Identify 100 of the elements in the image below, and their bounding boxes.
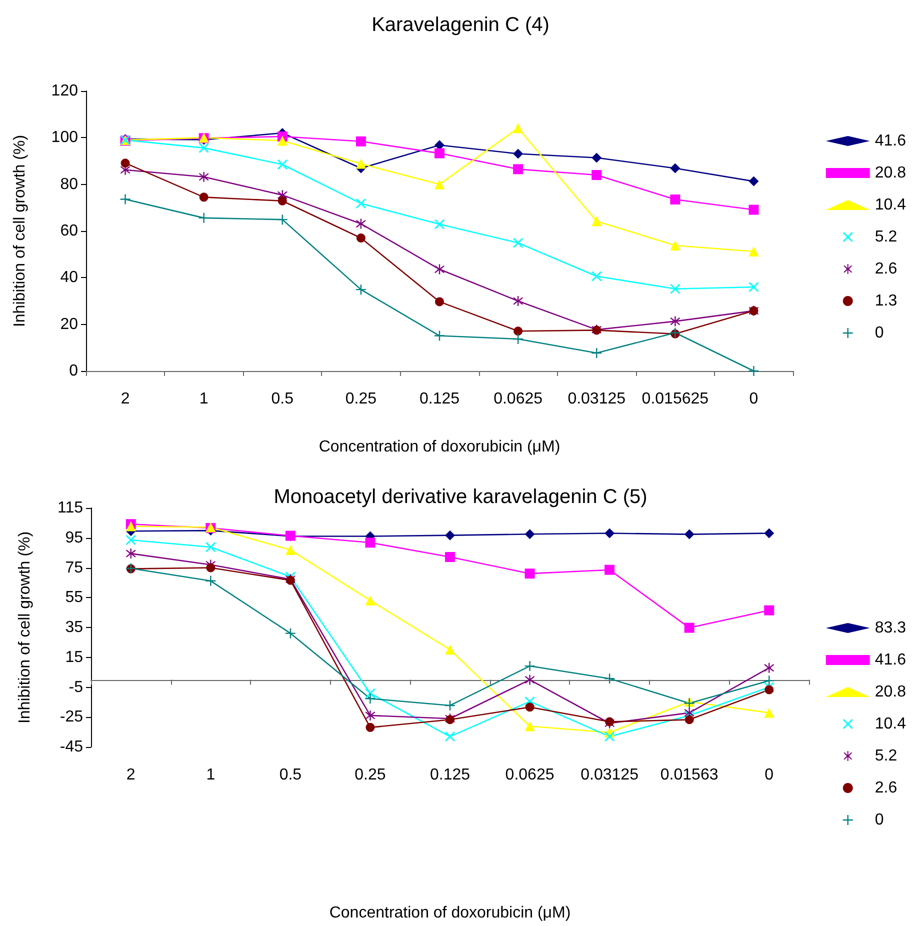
point <box>592 216 602 226</box>
point <box>764 528 774 538</box>
y-tick-label: 55 <box>65 589 84 606</box>
legend-label: 10.4 <box>874 196 906 214</box>
point <box>445 552 455 562</box>
legend-label: 2.6 <box>874 260 898 278</box>
point <box>120 194 130 204</box>
point <box>684 622 694 633</box>
y-tick-label: 100 <box>51 129 78 146</box>
x-tick-label: 0.0625 <box>505 766 554 784</box>
point <box>365 688 376 698</box>
point <box>434 219 444 230</box>
point <box>604 732 615 742</box>
y-tick-label: 60 <box>60 222 78 240</box>
point <box>365 538 376 548</box>
point <box>524 661 535 672</box>
point <box>445 732 455 742</box>
point <box>748 176 759 186</box>
point <box>764 605 774 616</box>
legend-label: 20.8 <box>874 164 906 182</box>
point <box>513 296 524 306</box>
point <box>445 644 455 655</box>
x-tick-label: 0 <box>749 390 758 408</box>
x-tick-label: 0.125 <box>430 766 470 784</box>
legend-label: 0 <box>874 324 884 342</box>
point <box>684 715 694 724</box>
y-tick-label: 0 <box>69 362 78 380</box>
y-tick-label: 120 <box>51 82 78 100</box>
y-tick-label: 20 <box>60 316 78 333</box>
point <box>748 246 759 257</box>
x-axis-title: Concentration of doxorubicin (μM) <box>318 438 560 456</box>
legend-label: 2.6 <box>874 780 898 796</box>
point <box>277 136 288 146</box>
x-tick-label: 2 <box>120 390 130 408</box>
point <box>764 685 774 694</box>
point <box>513 148 524 159</box>
point <box>604 564 615 575</box>
y-tick-label: 40 <box>60 269 78 286</box>
x-tick-label: 0.25 <box>354 766 386 784</box>
x-tick-label: 0.015625 <box>642 390 709 408</box>
y-tick-label: 15 <box>65 648 84 666</box>
point <box>356 198 366 208</box>
legend-label: 5.2 <box>874 748 898 764</box>
x-tick-label: 0.0625 <box>494 390 543 408</box>
x-tick-label: 0 <box>764 766 774 784</box>
point <box>434 179 444 190</box>
point <box>206 576 216 586</box>
y-axis-title: Inhibition of cell growth (%) <box>16 531 34 724</box>
point <box>198 172 209 182</box>
point <box>513 123 524 134</box>
point <box>285 628 296 638</box>
point <box>434 264 444 274</box>
chart-title: Karavelagenin C (4) <box>372 14 550 36</box>
legend-label: 1.3 <box>874 292 898 310</box>
legend-label: 20.8 <box>874 684 906 700</box>
legend-label: 83.3 <box>874 620 906 636</box>
chart-title: Monoacetyl derivative karavelagenin C (5) <box>274 486 648 508</box>
point <box>285 544 296 555</box>
point <box>277 160 288 170</box>
y-tick-label: -5 <box>68 678 84 696</box>
point <box>120 158 130 168</box>
point <box>356 234 366 242</box>
legend-label: 5.2 <box>874 228 898 246</box>
point <box>670 163 680 174</box>
point <box>748 204 759 215</box>
point <box>434 330 444 341</box>
x-tick-label: 0.01563 <box>660 766 718 784</box>
point <box>524 529 535 540</box>
point <box>592 152 602 163</box>
legend-label: 41.6 <box>874 132 906 150</box>
point <box>365 710 376 720</box>
y-axis-title: Inhibition of cell growth (%) <box>12 134 28 328</box>
point <box>434 148 444 158</box>
x-tick-label: 0.03125 <box>580 766 639 784</box>
point <box>435 297 444 306</box>
point <box>126 534 136 545</box>
point <box>748 366 759 376</box>
point <box>525 702 534 712</box>
legend-label: 41.6 <box>874 652 906 668</box>
point <box>764 662 774 673</box>
x-tick-label: 1 <box>199 390 208 408</box>
point <box>764 676 774 686</box>
point <box>524 568 535 579</box>
x-axis-title: Concentration of doxorubicin (μM) <box>329 904 571 922</box>
point <box>198 212 209 223</box>
point <box>356 158 366 169</box>
point <box>748 282 759 292</box>
x-tick-label: 0.03125 <box>568 390 626 408</box>
point <box>524 721 535 732</box>
point <box>592 271 602 282</box>
point <box>670 284 680 294</box>
y-tick-label: 80 <box>60 176 78 193</box>
x-tick-label: 0.5 <box>271 390 294 408</box>
x-tick-label: 0.5 <box>279 766 302 784</box>
point <box>592 170 602 180</box>
point <box>514 326 523 336</box>
point <box>513 238 524 248</box>
point <box>670 240 680 250</box>
point <box>356 136 366 146</box>
point <box>670 194 680 204</box>
